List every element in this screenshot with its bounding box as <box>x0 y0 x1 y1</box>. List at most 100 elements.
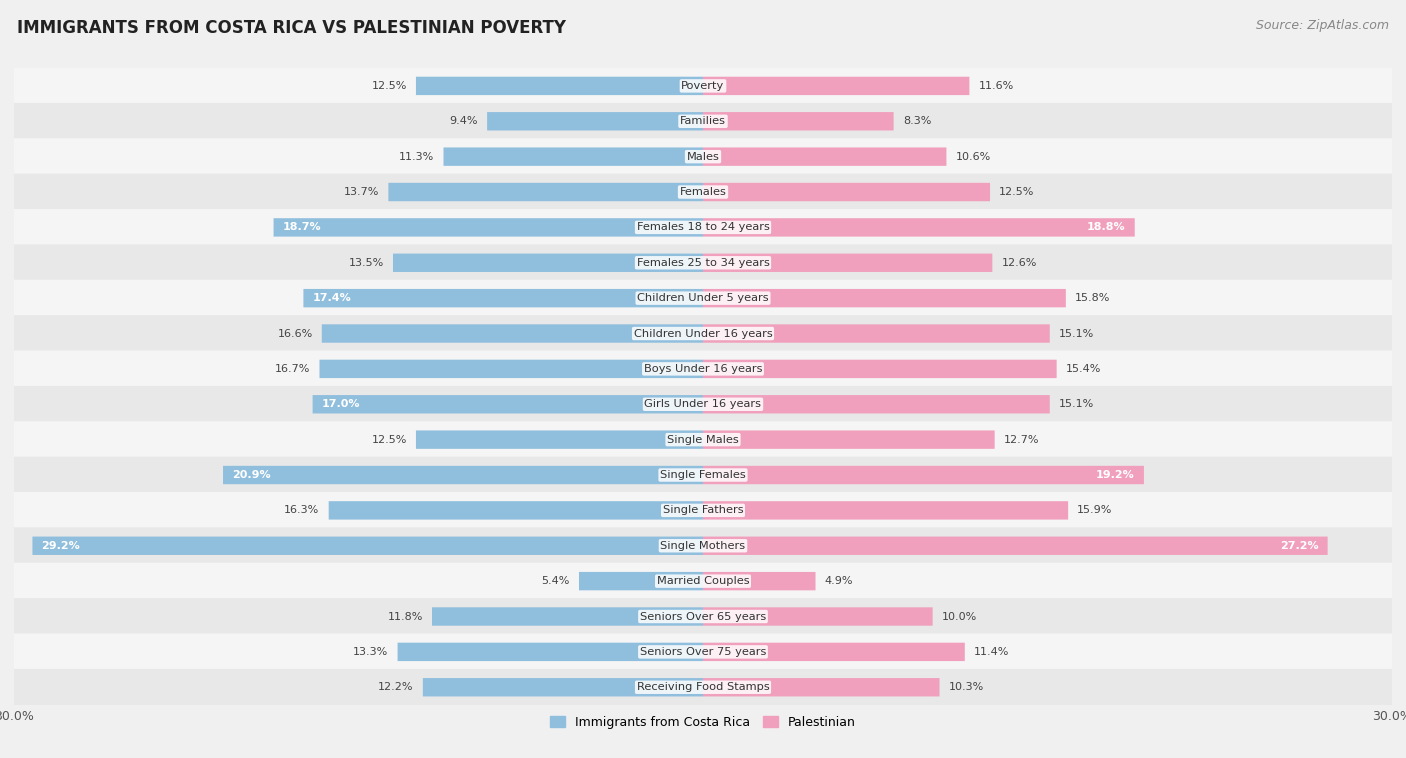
Text: 5.4%: 5.4% <box>541 576 569 586</box>
Text: Females 18 to 24 years: Females 18 to 24 years <box>637 222 769 233</box>
Text: 13.7%: 13.7% <box>344 187 380 197</box>
Text: 10.6%: 10.6% <box>956 152 991 161</box>
FancyBboxPatch shape <box>703 431 994 449</box>
FancyBboxPatch shape <box>14 209 1392 246</box>
Text: Source: ZipAtlas.com: Source: ZipAtlas.com <box>1256 19 1389 32</box>
Text: 29.2%: 29.2% <box>42 540 80 551</box>
FancyBboxPatch shape <box>14 492 1392 529</box>
Text: 12.6%: 12.6% <box>1001 258 1036 268</box>
Text: Females 25 to 34 years: Females 25 to 34 years <box>637 258 769 268</box>
Text: Single Females: Single Females <box>661 470 745 480</box>
FancyBboxPatch shape <box>423 678 703 697</box>
Text: 11.3%: 11.3% <box>399 152 434 161</box>
FancyBboxPatch shape <box>14 456 1392 493</box>
Text: 15.1%: 15.1% <box>1059 399 1094 409</box>
Text: 15.1%: 15.1% <box>1059 328 1094 339</box>
FancyBboxPatch shape <box>703 643 965 661</box>
FancyBboxPatch shape <box>486 112 703 130</box>
Text: Children Under 5 years: Children Under 5 years <box>637 293 769 303</box>
FancyBboxPatch shape <box>304 289 703 307</box>
FancyBboxPatch shape <box>703 218 1135 236</box>
FancyBboxPatch shape <box>416 431 703 449</box>
FancyBboxPatch shape <box>703 148 946 166</box>
FancyBboxPatch shape <box>703 77 969 95</box>
FancyBboxPatch shape <box>224 466 703 484</box>
FancyBboxPatch shape <box>703 289 1066 307</box>
FancyBboxPatch shape <box>703 466 1144 484</box>
FancyBboxPatch shape <box>14 67 1392 105</box>
FancyBboxPatch shape <box>322 324 703 343</box>
Text: 12.5%: 12.5% <box>1000 187 1035 197</box>
Text: Seniors Over 75 years: Seniors Over 75 years <box>640 647 766 657</box>
FancyBboxPatch shape <box>14 421 1392 458</box>
Text: 20.9%: 20.9% <box>232 470 271 480</box>
FancyBboxPatch shape <box>14 103 1392 139</box>
FancyBboxPatch shape <box>14 138 1392 175</box>
Text: 16.6%: 16.6% <box>277 328 312 339</box>
FancyBboxPatch shape <box>319 360 703 378</box>
Text: Females: Females <box>679 187 727 197</box>
Text: Poverty: Poverty <box>682 81 724 91</box>
FancyBboxPatch shape <box>14 669 1392 706</box>
Text: 11.6%: 11.6% <box>979 81 1014 91</box>
FancyBboxPatch shape <box>14 280 1392 317</box>
FancyBboxPatch shape <box>703 607 932 625</box>
Text: 12.5%: 12.5% <box>371 434 406 445</box>
Text: 16.3%: 16.3% <box>284 506 319 515</box>
Text: 18.7%: 18.7% <box>283 222 322 233</box>
FancyBboxPatch shape <box>392 254 703 272</box>
Text: 19.2%: 19.2% <box>1097 470 1135 480</box>
FancyBboxPatch shape <box>703 395 1050 413</box>
Text: Receiving Food Stamps: Receiving Food Stamps <box>637 682 769 692</box>
Text: Single Mothers: Single Mothers <box>661 540 745 551</box>
FancyBboxPatch shape <box>14 315 1392 352</box>
FancyBboxPatch shape <box>579 572 703 590</box>
Text: 10.3%: 10.3% <box>949 682 984 692</box>
Text: Children Under 16 years: Children Under 16 years <box>634 328 772 339</box>
Text: Seniors Over 65 years: Seniors Over 65 years <box>640 612 766 622</box>
FancyBboxPatch shape <box>703 501 1069 519</box>
FancyBboxPatch shape <box>388 183 703 201</box>
FancyBboxPatch shape <box>329 501 703 519</box>
Text: 16.7%: 16.7% <box>276 364 311 374</box>
Text: Girls Under 16 years: Girls Under 16 years <box>644 399 762 409</box>
Text: 15.9%: 15.9% <box>1077 506 1112 515</box>
FancyBboxPatch shape <box>274 218 703 236</box>
FancyBboxPatch shape <box>312 395 703 413</box>
Text: 17.0%: 17.0% <box>322 399 360 409</box>
Text: 13.5%: 13.5% <box>349 258 384 268</box>
Text: Single Fathers: Single Fathers <box>662 506 744 515</box>
Text: 8.3%: 8.3% <box>903 116 931 127</box>
Text: 12.5%: 12.5% <box>371 81 406 91</box>
FancyBboxPatch shape <box>703 572 815 590</box>
Text: 15.8%: 15.8% <box>1076 293 1111 303</box>
FancyBboxPatch shape <box>703 324 1050 343</box>
FancyBboxPatch shape <box>703 254 993 272</box>
FancyBboxPatch shape <box>703 678 939 697</box>
FancyBboxPatch shape <box>443 148 703 166</box>
FancyBboxPatch shape <box>32 537 703 555</box>
FancyBboxPatch shape <box>432 607 703 625</box>
Text: 4.9%: 4.9% <box>825 576 853 586</box>
Text: 15.4%: 15.4% <box>1066 364 1101 374</box>
Text: 10.0%: 10.0% <box>942 612 977 622</box>
Text: 11.4%: 11.4% <box>974 647 1010 657</box>
Text: Families: Families <box>681 116 725 127</box>
Text: Boys Under 16 years: Boys Under 16 years <box>644 364 762 374</box>
Text: 17.4%: 17.4% <box>312 293 352 303</box>
FancyBboxPatch shape <box>14 244 1392 281</box>
Text: 11.8%: 11.8% <box>388 612 423 622</box>
FancyBboxPatch shape <box>703 183 990 201</box>
FancyBboxPatch shape <box>703 360 1057 378</box>
Text: Married Couples: Married Couples <box>657 576 749 586</box>
FancyBboxPatch shape <box>14 598 1392 635</box>
FancyBboxPatch shape <box>14 174 1392 211</box>
Text: 12.7%: 12.7% <box>1004 434 1039 445</box>
Text: 18.8%: 18.8% <box>1087 222 1126 233</box>
Legend: Immigrants from Costa Rica, Palestinian: Immigrants from Costa Rica, Palestinian <box>546 711 860 734</box>
FancyBboxPatch shape <box>703 537 1327 555</box>
FancyBboxPatch shape <box>14 386 1392 423</box>
FancyBboxPatch shape <box>14 350 1392 387</box>
Text: IMMIGRANTS FROM COSTA RICA VS PALESTINIAN POVERTY: IMMIGRANTS FROM COSTA RICA VS PALESTINIA… <box>17 19 565 37</box>
Text: 9.4%: 9.4% <box>450 116 478 127</box>
